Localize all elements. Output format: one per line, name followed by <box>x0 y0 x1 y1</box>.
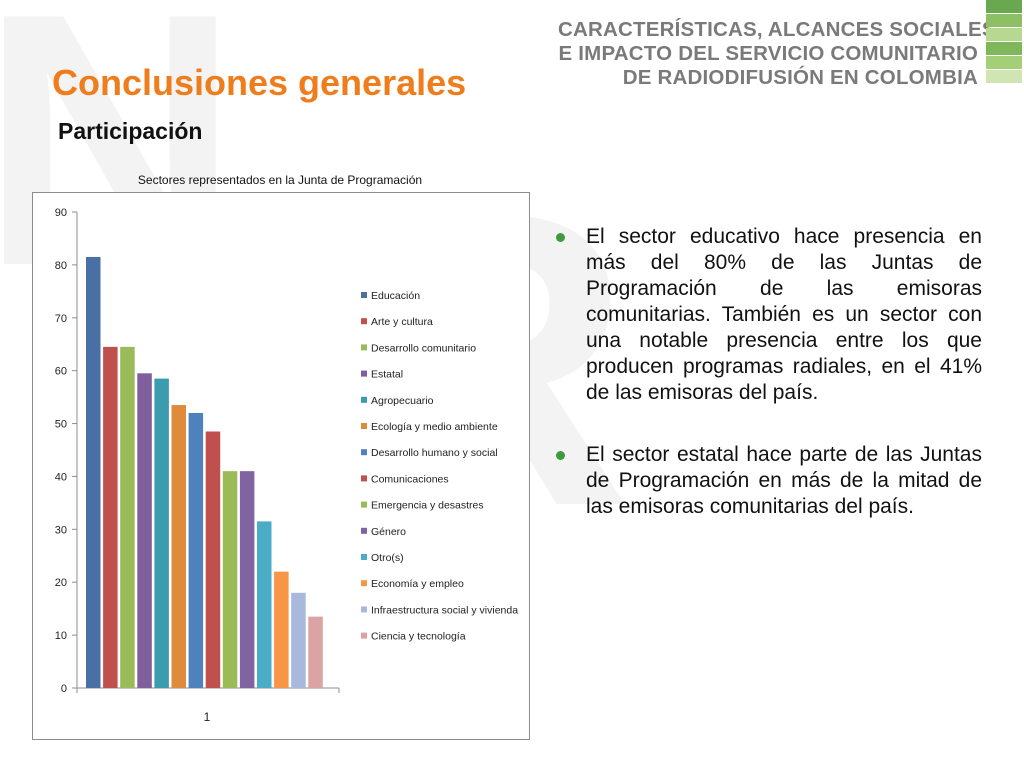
bar <box>274 571 289 688</box>
bar <box>120 346 135 688</box>
legend-swatch <box>361 475 367 482</box>
bullet-item: El sector educativo hace presencia en má… <box>556 224 982 406</box>
bar <box>154 378 169 688</box>
bar <box>86 256 101 688</box>
legend-swatch <box>361 292 367 298</box>
legend-swatch <box>361 580 367 587</box>
bullet-text: El sector educativo hace presencia en má… <box>586 225 982 404</box>
bar <box>171 405 186 688</box>
report-title-line: E IMPACTO DEL SERVICIO COMUNITARIO <box>558 42 978 65</box>
bar <box>222 471 238 688</box>
bar <box>103 346 118 688</box>
x-category-label: 1 <box>204 710 211 724</box>
legend-label: Desarrollo humano y social <box>371 447 498 459</box>
legend-label: Economía y empleo <box>371 578 464 590</box>
bullet-text: El sector estatal hace parte de las Junt… <box>586 443 982 518</box>
legend-label: Estatal <box>371 369 403 381</box>
bar <box>205 431 221 688</box>
legend-swatch <box>361 370 367 377</box>
chart-area: 0 10 20 30 40 50 60 70 80 90 1 Educación Arte y cult… <box>32 192 530 740</box>
y-tick-label: 60 <box>55 366 67 378</box>
report-title: CARACTERÍSTICAS, ALCANCES SOCIALES E IMP… <box>558 18 996 90</box>
y-tick-label: 70 <box>55 313 67 325</box>
legend-swatch <box>361 423 367 429</box>
legend-swatch <box>361 396 367 403</box>
legend-label: Género <box>371 526 406 538</box>
legend-swatch <box>361 527 367 534</box>
legend-swatch <box>361 501 367 508</box>
bullet-item: El sector estatal hace parte de las Junt… <box>556 442 982 520</box>
conclusions-list: El sector educativo hace presencia en má… <box>556 224 982 556</box>
y-tick-label: 10 <box>55 630 67 642</box>
report-title-line: CARACTERÍSTICAS, ALCANCES SOCIALES <box>558 18 996 41</box>
slide-subtitle: Participación <box>58 118 203 144</box>
bullet-dot-icon <box>556 451 565 460</box>
bullet-dot-icon <box>556 233 565 242</box>
legend-label: Educación <box>371 290 420 302</box>
y-tick-label: 20 <box>55 577 67 589</box>
legend-label: Arte y cultura <box>371 316 433 328</box>
logo-stripe <box>986 70 1022 83</box>
bar <box>239 471 255 688</box>
logo-stripe <box>986 56 1022 69</box>
legend-swatch <box>361 344 367 351</box>
legend-label: Desarrollo comunitario <box>371 342 476 354</box>
legend-swatch <box>361 554 367 560</box>
bar-chart: 0 10 20 30 40 50 60 70 80 90 1 Educación Arte y cult… <box>55 207 518 724</box>
y-tick-label: 90 <box>55 207 67 219</box>
legend-label: Emergencia y desastres <box>371 500 484 512</box>
bar <box>291 592 306 688</box>
slide-title: Conclusiones generales <box>52 62 467 103</box>
bar <box>308 616 323 688</box>
logo-stripe <box>986 42 1022 55</box>
y-tick-label: 80 <box>55 260 67 272</box>
logo-stripe <box>986 28 1022 41</box>
legend-label: Comunicaciones <box>371 473 449 485</box>
legend-label: Otro(s) <box>371 552 404 564</box>
legend-label: Agropecuario <box>371 395 434 407</box>
logo-stripe <box>986 0 1022 13</box>
legend-label: Ciencia y tecnología <box>371 631 466 643</box>
y-tick-label: 40 <box>55 471 67 483</box>
legend-swatch <box>361 606 367 613</box>
legend-label: Infraestructura social y vivienda <box>371 604 518 616</box>
report-title-line: DE RADIODIFUSIÓN EN COLOMBIA <box>622 66 978 89</box>
legend-label: Ecología y medio ambiente <box>371 421 498 433</box>
legend-swatch <box>361 449 367 456</box>
legend-swatch <box>361 318 367 325</box>
bar <box>188 412 204 688</box>
bar <box>137 373 152 688</box>
y-tick-label: 30 <box>55 524 67 536</box>
bar <box>257 521 272 688</box>
logo-stripe <box>986 14 1022 27</box>
y-tick-label: 50 <box>55 419 67 431</box>
y-tick-label: 0 <box>61 683 67 695</box>
legend-swatch <box>361 632 367 639</box>
logo-stripes-icon <box>986 0 1022 84</box>
chart-title: Sectores representados en la Junta de Pr… <box>137 173 423 187</box>
